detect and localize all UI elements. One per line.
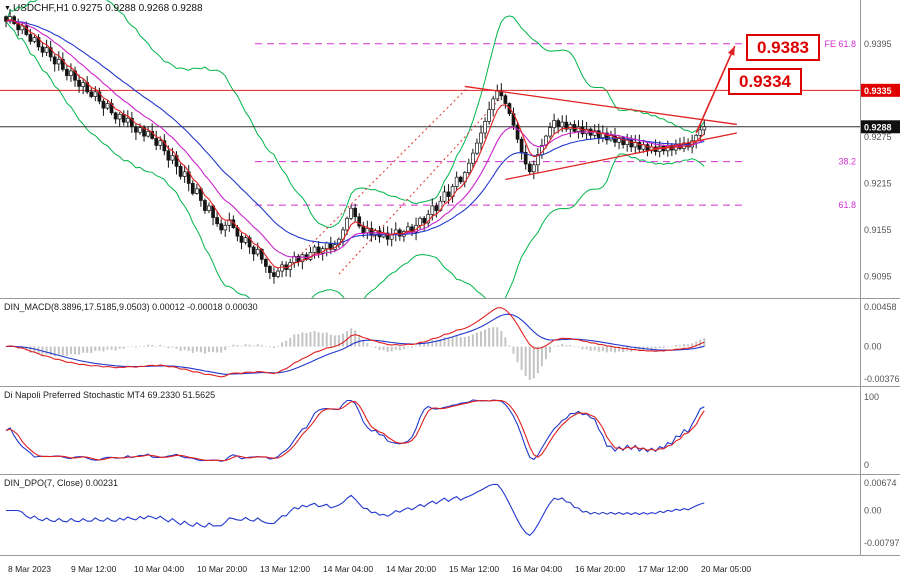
time-axis-label: 10 Mar 04:00	[134, 564, 185, 574]
time-axis-label: 13 Mar 12:00	[260, 564, 311, 574]
time-axis-label: 14 Mar 20:00	[386, 564, 437, 574]
time-axis-label: 9 Mar 12:00	[71, 564, 117, 574]
dotted-trendline[interactable]	[338, 96, 502, 275]
price-marker-label: 0.9335	[864, 86, 892, 96]
symbol-quote: ▼ USDCHF,H1 0.9275 0.9288 0.9268 0.9288	[4, 3, 203, 14]
stochastic-panel[interactable]: 100 0 Di Napoli Preferred Stochastic MT4 …	[0, 387, 900, 475]
candles	[4, 9, 707, 284]
indicator-axis-label: 0.00	[864, 505, 882, 515]
time-axis-label: 10 Mar 20:00	[197, 564, 248, 574]
indicator-axis-label: 0.00674	[864, 478, 897, 488]
fib-level-label: 38.2	[838, 157, 856, 167]
time-axis-label: 15 Mar 12:00	[449, 564, 500, 574]
fib-level-label: FE 61.8	[824, 39, 856, 49]
dpo-indicator-label: DIN_DPO(7, Close) 0.00231	[4, 478, 119, 488]
price-axis-label: 0.9155	[864, 225, 892, 235]
time-axis-label: 8 Mar 2023	[8, 564, 51, 574]
triangle-trendline[interactable]	[464, 85, 737, 126]
ma-slow-line	[5, 20, 705, 244]
price-axis-label: 0.9215	[864, 178, 892, 188]
stochastic-indicator-label: Di Napoli Preferred Stochastic MT4 69.23…	[4, 390, 216, 400]
envelope-bands	[5, 0, 705, 298]
price-axis-label: 0.9275	[864, 132, 892, 142]
time-axis[interactable]: 8 Mar 2023 9 Mar 12:00 10 Mar 04:00 10 Mar …	[0, 556, 900, 585]
time-axis-label: 17 Mar 12:00	[638, 564, 689, 574]
indicator-axis-label: -0.00797	[864, 538, 900, 548]
price-chart-canvas[interactable]: FE 61.8 38.2 61.8 0.9395 0.9275 0.9215 0.9155 0…	[0, 0, 900, 298]
indicator-axis-label: 100	[864, 392, 879, 402]
price-axis-label: 0.9095	[864, 271, 892, 281]
time-axis-label: 20 Mar 05:00	[701, 564, 752, 574]
time-axis-label: 16 Mar 04:00	[512, 564, 563, 574]
price-marker-box	[861, 83, 900, 97]
macd-indicator-label: DIN_MACD(8.3896,17.5185,9.0503) 0.00012 …	[4, 302, 258, 312]
macd-canvas[interactable]: 0.00458 0.00 -0.00376	[0, 299, 900, 386]
indicator-axis-label: 0	[864, 460, 869, 470]
main-chart-panel[interactable]: FE 61.8 38.2 61.8 0.9395 0.9275 0.9215 0.9155 0…	[0, 0, 900, 299]
price-target-callout-upper[interactable]: 0.9383	[746, 34, 820, 61]
chart-marker-icon: ▼	[4, 5, 11, 12]
fibonacci-lines[interactable]: FE 61.8 38.2 61.8	[255, 39, 856, 210]
price-marker-box	[861, 120, 900, 134]
dpo-panel[interactable]: 0.00674 0.00 -0.00797 DIN_DPO(7, Close) 0.…	[0, 475, 900, 556]
time-axis-label: 14 Mar 04:00	[323, 564, 374, 574]
price-marker-label: 0.9288	[864, 122, 892, 132]
time-axis-label: 16 Mar 20:00	[575, 564, 626, 574]
dotted-trendline[interactable]	[297, 86, 470, 258]
indicator-axis-label: -0.00376	[864, 374, 900, 384]
macd-panel[interactable]: 0.00458 0.00 -0.00376 DIN_MACD(8.3896,17.5…	[0, 299, 900, 387]
price-target-callout-lower[interactable]: 0.9334	[728, 68, 802, 95]
breakout-arrow[interactable]	[695, 45, 736, 134]
fib-level-label: 61.8	[838, 200, 856, 210]
arrowhead-icon	[727, 46, 735, 56]
triangle-trendline[interactable]	[505, 132, 737, 181]
stochastic-canvas[interactable]: 100 0	[0, 387, 900, 474]
ma-mid-line	[5, 20, 705, 259]
quote-text: USDCHF,H1 0.9275 0.9288 0.9268 0.9288	[12, 3, 203, 14]
indicator-axis-label: 0.00	[864, 342, 882, 352]
ma-fast-line	[5, 19, 705, 269]
dpo-canvas[interactable]: 0.00674 0.00 -0.00797	[0, 475, 900, 555]
price-axis-label: 0.9395	[864, 39, 892, 49]
indicator-axis-label: 0.00458	[864, 302, 897, 312]
